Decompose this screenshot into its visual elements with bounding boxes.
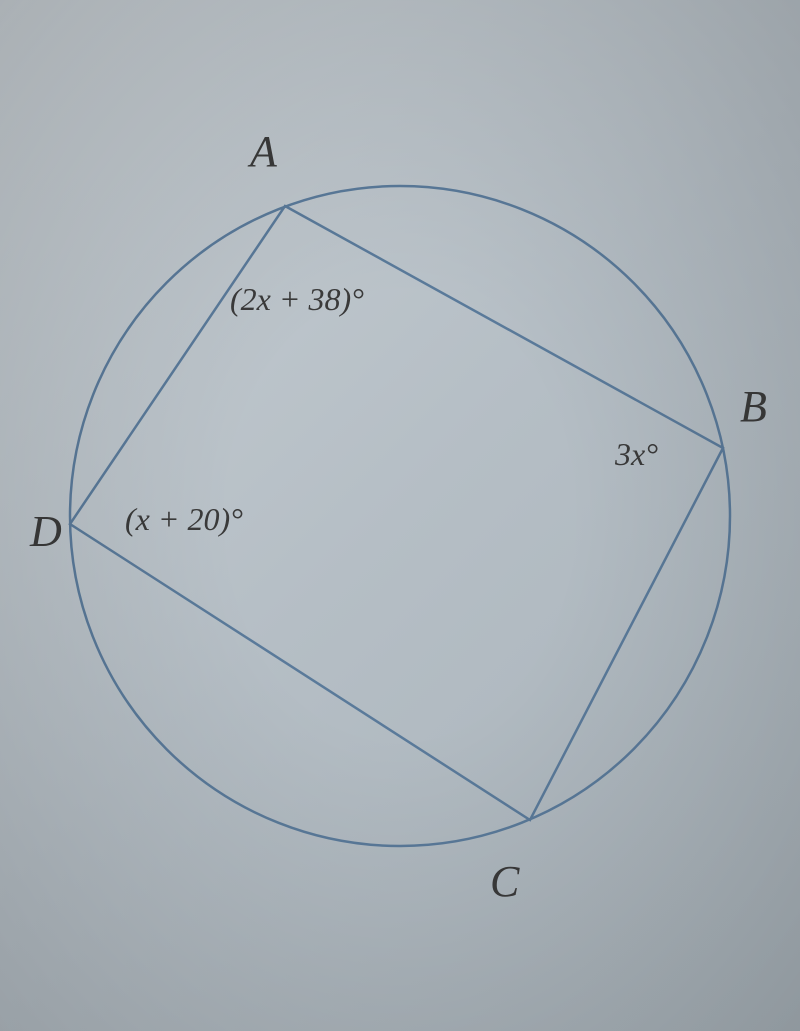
vertex-label-a: A bbox=[250, 126, 277, 177]
vertex-label-b: B bbox=[740, 381, 767, 432]
angle-label-d: (x + 20)° bbox=[125, 501, 243, 538]
vertex-label-d: D bbox=[30, 506, 62, 557]
vertex-label-c: C bbox=[490, 856, 519, 907]
geometry-diagram: A B C D (2x + 38)° 3x° (x + 20)° bbox=[40, 66, 760, 966]
angle-label-a: (2x + 38)° bbox=[230, 281, 364, 318]
angle-label-b: 3x° bbox=[615, 436, 658, 473]
